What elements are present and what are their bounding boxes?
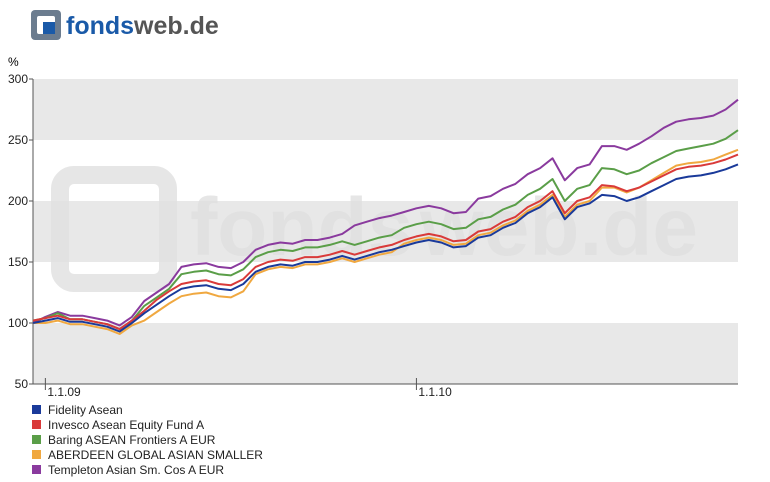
- y-tick-label: 200: [8, 194, 28, 208]
- logo-right: web.de: [133, 12, 219, 40]
- y-axis-label: %: [8, 55, 19, 69]
- logo-left: fonds: [66, 12, 134, 40]
- logo: fondsweb.de: [31, 10, 219, 40]
- legend-label: Templeton Asian Sm. Cos A EUR: [48, 463, 224, 477]
- y-tick-label: 50: [15, 377, 29, 391]
- legend-swatch: [32, 435, 41, 444]
- series-line: [32, 163, 739, 333]
- legend-label: Baring ASEAN Frontiers A EUR: [48, 433, 216, 447]
- y-tick-label: 150: [8, 255, 28, 269]
- legend-label: Invesco Asean Equity Fund A: [48, 418, 204, 432]
- series-line: [32, 153, 739, 331]
- series-line: [33, 148, 739, 335]
- x-tick-label: 1.1.10: [418, 385, 452, 399]
- grid-band: [33, 79, 738, 140]
- legend-swatch: [32, 420, 41, 429]
- y-tick-label: 300: [8, 72, 28, 86]
- x-tick-label: 1.1.09: [47, 385, 81, 399]
- y-tick-label: 100: [8, 316, 28, 330]
- y-tick-label: 250: [8, 133, 28, 147]
- logo-text: fondsweb.de: [66, 12, 219, 40]
- legend-swatch: [32, 450, 41, 459]
- grid-band: [33, 323, 738, 384]
- legend-swatch: [32, 465, 41, 474]
- legend-label: Fidelity Asean: [48, 403, 123, 417]
- legend-label: ABERDEEN GLOBAL ASIAN SMALLER: [48, 448, 263, 462]
- logo-icon-dot: [43, 22, 55, 34]
- watermark-icon: [51, 166, 177, 292]
- series-line: [32, 129, 739, 331]
- series-line: [32, 98, 739, 327]
- legend-swatch: [32, 405, 41, 414]
- watermark: fonds: [190, 182, 413, 273]
